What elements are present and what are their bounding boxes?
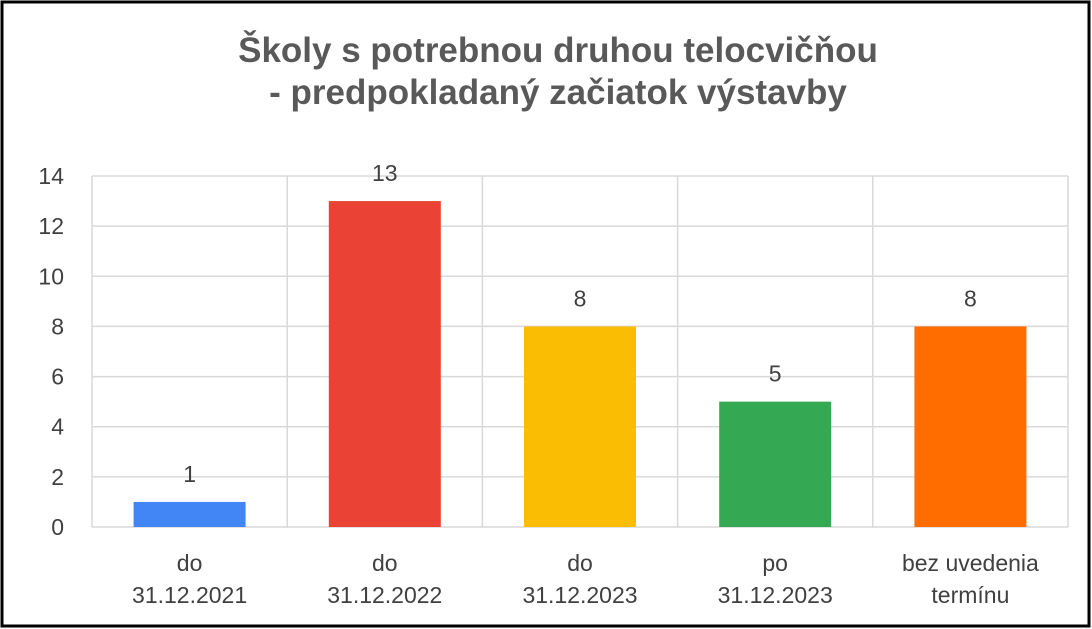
y-tick-label: 12 — [38, 213, 64, 239]
y-tick-label: 4 — [51, 414, 64, 440]
y-tick-label: 0 — [51, 514, 64, 540]
x-tick-label: do 31.12.2023 — [522, 550, 637, 608]
bar — [524, 326, 636, 527]
data-label: 5 — [769, 361, 782, 387]
bar — [328, 201, 441, 528]
y-tick-label: 10 — [38, 263, 64, 289]
data-label: 1 — [183, 461, 196, 487]
y-tick-label: 8 — [51, 313, 64, 339]
y-tick-label: 2 — [51, 464, 64, 490]
chart-title: Školy s potrebnou druhou telocvičňou - pr… — [238, 30, 878, 112]
data-label: 8 — [574, 285, 587, 311]
bar — [133, 501, 246, 527]
x-tick-label: do 31.12.2022 — [327, 550, 442, 608]
data-label: 8 — [964, 285, 977, 311]
bar — [914, 326, 1027, 527]
y-tick-label: 6 — [51, 364, 64, 390]
y-tick-label: 14 — [38, 163, 64, 189]
data-label: 13 — [372, 160, 398, 186]
x-tick-label: bez uvedenia termínu — [902, 550, 1039, 608]
x-tick-label: po 31.12.2023 — [718, 550, 833, 608]
x-tick-label: do 31.12.2021 — [132, 550, 247, 608]
bar — [719, 401, 832, 527]
